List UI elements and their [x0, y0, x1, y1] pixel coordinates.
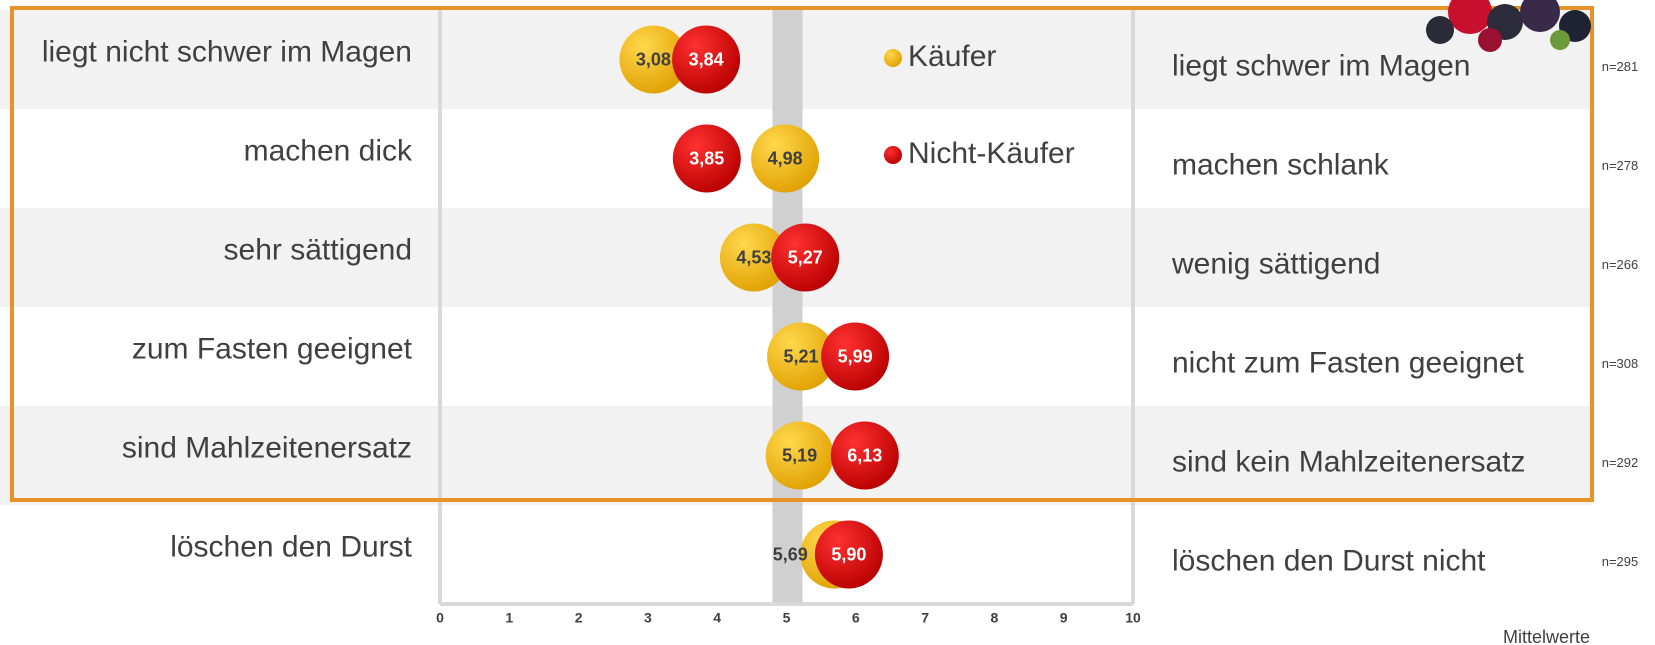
value-label: 4,53 — [736, 247, 771, 267]
value-label: 5,19 — [782, 445, 817, 465]
right-label: liegt schwer im Magen — [1172, 49, 1470, 82]
left-label: machen dick — [244, 134, 413, 167]
n-label: n=278 — [1602, 158, 1639, 173]
x-tick-label: 10 — [1125, 610, 1141, 626]
dot — [767, 322, 836, 391]
dot — [821, 322, 890, 391]
plot: liegt nicht schwer im Magen liegt schwer … — [42, 10, 1638, 626]
dot — [672, 25, 741, 94]
x-tick-label: 7 — [921, 610, 929, 626]
unit-label: Mittelwerte — [1503, 627, 1590, 645]
value-label: 5,21 — [784, 346, 819, 366]
x-tick-label: 8 — [991, 610, 999, 626]
right-label: wenig sättigend — [1171, 247, 1380, 280]
dot — [771, 223, 840, 292]
value-label: 3,08 — [636, 49, 671, 69]
n-label: n=281 — [1602, 59, 1639, 74]
dot — [751, 124, 820, 193]
left-label: sind Mahlzeitenersatz — [122, 431, 412, 464]
berries-decoration — [1426, 0, 1591, 52]
value-label: 4,98 — [768, 148, 803, 168]
value-label: 5,90 — [831, 544, 866, 564]
legend-marker — [884, 146, 902, 164]
right-label: löschen den Durst nicht — [1172, 544, 1486, 577]
dot — [672, 124, 741, 193]
value-label: 3,84 — [689, 49, 724, 69]
legend-label: Käufer — [908, 40, 996, 73]
x-tick-label: 1 — [505, 610, 513, 626]
n-label: n=308 — [1602, 356, 1639, 371]
left-label: löschen den Durst — [170, 530, 412, 563]
x-tick-label: 2 — [575, 610, 583, 626]
n-label: n=266 — [1602, 257, 1639, 272]
x-tick-label: 3 — [644, 610, 652, 626]
legend-marker — [884, 49, 902, 67]
value-label: 3,85 — [689, 148, 724, 168]
x-tick-label: 9 — [1060, 610, 1068, 626]
right-label: sind kein Mahlzeitenersatz — [1172, 445, 1526, 478]
right-label: machen schlank — [1172, 148, 1390, 181]
midline-band — [772, 10, 803, 604]
x-tick-label: 0 — [436, 610, 444, 626]
highlight-frame — [10, 6, 1594, 502]
dot — [619, 25, 688, 94]
dot — [830, 421, 899, 490]
x-tick-label: 4 — [713, 610, 721, 626]
x-tick-label: 5 — [783, 610, 791, 626]
x-tick-label: 6 — [852, 610, 860, 626]
dot — [719, 223, 788, 292]
value-label: 5,69 — [773, 544, 808, 564]
legend-label: Nicht-Käufer — [908, 137, 1075, 170]
left-label: sehr sättigend — [224, 233, 412, 266]
right-label: nicht zum Fasten geeignet — [1172, 346, 1525, 379]
n-label: n=292 — [1602, 455, 1639, 470]
left-label: zum Fasten geeignet — [132, 332, 413, 365]
dot — [765, 421, 834, 490]
dot — [814, 520, 883, 589]
left-label: liegt nicht schwer im Magen — [42, 35, 412, 68]
n-label: n=295 — [1602, 554, 1639, 569]
value-label: 6,13 — [847, 445, 882, 465]
value-label: 5,27 — [788, 247, 823, 267]
value-label: 5,99 — [838, 346, 873, 366]
